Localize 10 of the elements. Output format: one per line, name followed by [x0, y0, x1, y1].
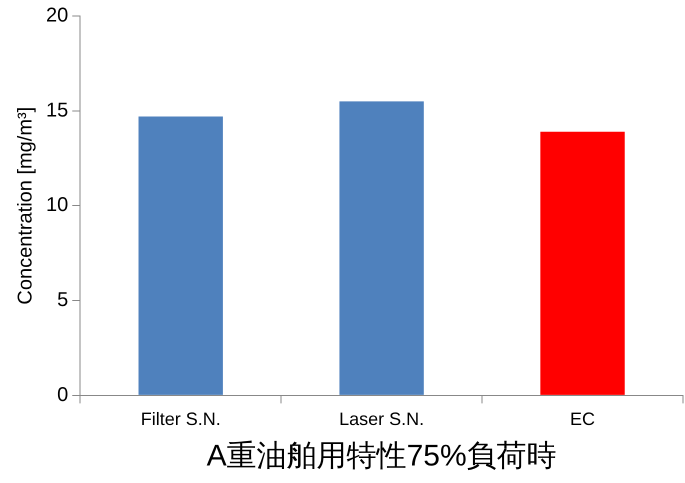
x-axis-title: A重油舶用特性75%負荷時: [206, 439, 557, 472]
x-tick-label: EC: [570, 409, 596, 430]
y-tick-label: 5: [57, 289, 68, 312]
x-tick-label: Laser S.N.: [339, 409, 424, 430]
y-tick-label: 15: [46, 99, 68, 122]
x-tick-label: Filter S.N.: [140, 409, 221, 430]
y-tick-label: 20: [46, 4, 68, 27]
y-tick-label: 0: [57, 384, 68, 406]
y-axis-title: Concentration [mg/m³]: [14, 106, 37, 305]
y-tick-label: 10: [46, 194, 68, 216]
